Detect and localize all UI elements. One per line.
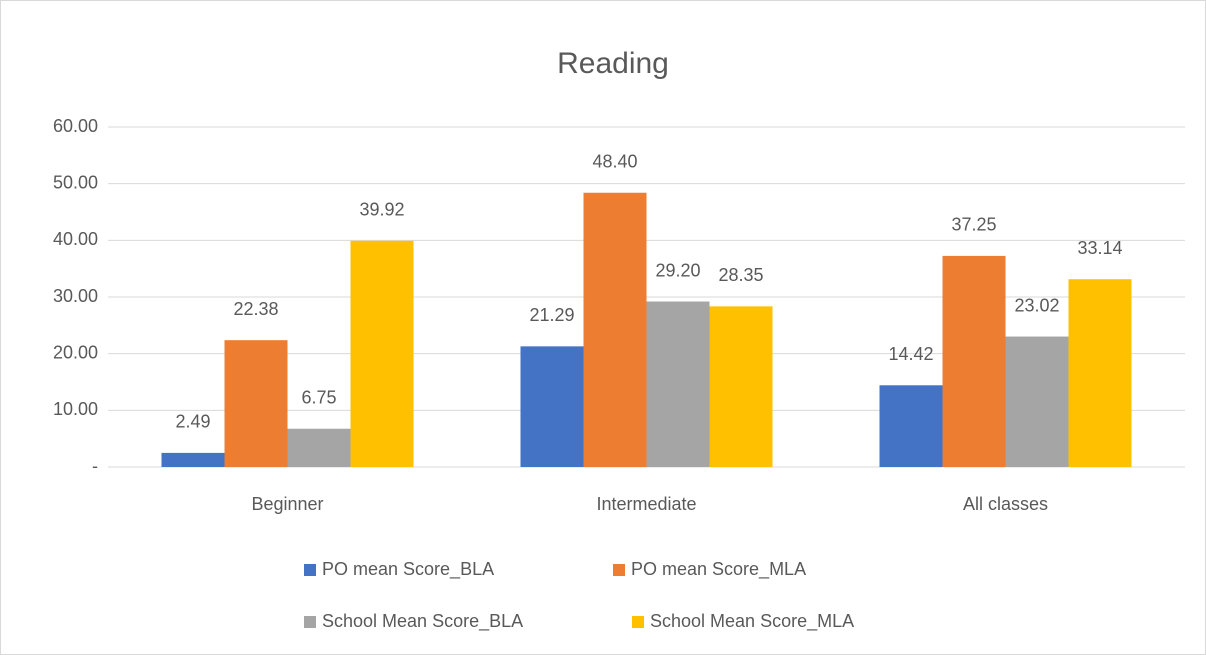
chart-title: Reading — [557, 47, 669, 80]
data-label: 29.20 — [655, 260, 700, 280]
data-label: 22.38 — [233, 299, 278, 319]
y-tick-label: 40.00 — [53, 229, 98, 249]
data-label: 37.25 — [951, 215, 996, 235]
legend-swatch — [304, 564, 316, 576]
legend-swatch — [613, 564, 625, 576]
bar — [520, 346, 584, 467]
bar — [350, 240, 414, 467]
bar — [161, 452, 225, 467]
legend-swatch — [632, 616, 644, 628]
y-tick-label: 10.00 — [53, 399, 98, 419]
legend-label: PO mean Score_MLA — [631, 559, 806, 580]
data-label: 23.02 — [1014, 295, 1059, 315]
data-label: 33.14 — [1077, 238, 1122, 258]
legend-swatch — [304, 616, 316, 628]
data-label: 21.29 — [529, 305, 574, 325]
data-label: 6.75 — [301, 388, 336, 408]
bar — [287, 428, 351, 467]
data-label: 39.92 — [359, 200, 404, 220]
bar — [709, 306, 773, 467]
bar — [1005, 336, 1069, 467]
data-label: 28.35 — [718, 265, 763, 285]
bar — [879, 385, 943, 467]
legend-label: School Mean Score_MLA — [650, 611, 854, 632]
legend-label: School Mean Score_BLA — [322, 611, 523, 632]
data-label: 48.40 — [592, 151, 637, 171]
x-tick-label: All classes — [963, 494, 1048, 514]
bar — [646, 301, 710, 467]
y-tick-label: - — [92, 456, 98, 476]
x-tick-label: Intermediate — [596, 494, 696, 514]
y-tick-label: 50.00 — [53, 172, 98, 192]
bar — [583, 192, 647, 467]
data-label: 14.42 — [888, 344, 933, 364]
bar — [224, 340, 288, 467]
y-tick-label: 20.00 — [53, 342, 98, 362]
y-tick-label: 60.00 — [53, 116, 98, 136]
y-tick-label: 30.00 — [53, 286, 98, 306]
data-label: 2.49 — [175, 412, 210, 432]
bar — [942, 255, 1006, 467]
legend-label: PO mean Score_BLA — [322, 559, 494, 580]
bar — [1068, 279, 1132, 467]
x-tick-label: Beginner — [251, 494, 323, 514]
